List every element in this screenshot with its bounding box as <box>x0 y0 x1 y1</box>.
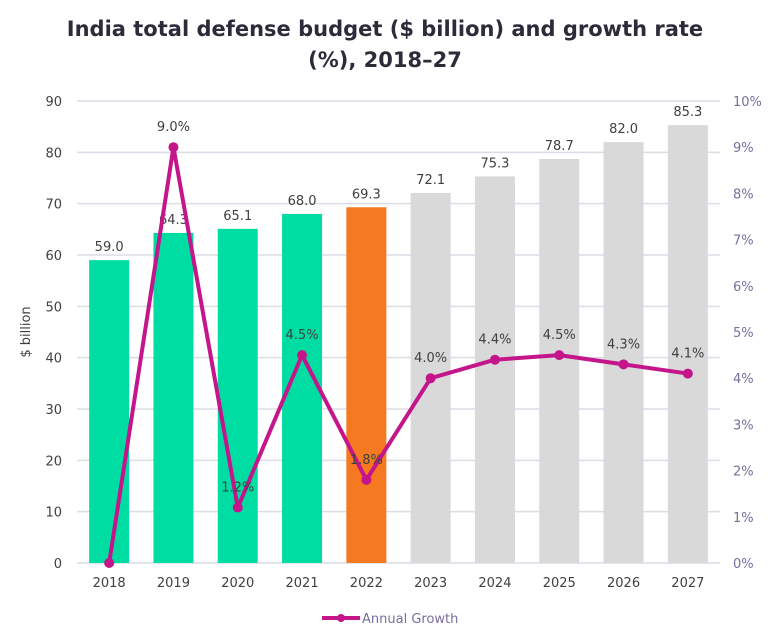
x-tick-label: 2018 <box>93 576 126 591</box>
y2-tick-label: 5% <box>733 326 754 341</box>
growth-point-2021 <box>297 350 308 361</box>
y2-tick-label: 9% <box>733 141 754 156</box>
y2-tick-label: 8% <box>733 187 754 202</box>
bar-2026 <box>603 142 644 564</box>
y-tick-label: 80 <box>45 146 62 161</box>
growth-data-label: 4.4% <box>478 333 511 348</box>
x-tick-label: 2026 <box>607 576 640 591</box>
y2-tick-label: 10% <box>733 95 762 110</box>
y-tick-label: 70 <box>45 198 62 213</box>
y-tick-label: 90 <box>45 95 62 110</box>
chart-title-line1: India total defense budget ($ billion) a… <box>66 17 704 41</box>
growth-point-2023 <box>425 373 436 384</box>
x-tick-label: 2020 <box>221 576 254 591</box>
y2-tick-label: 7% <box>733 234 754 249</box>
y2-tick-label: 0% <box>733 557 754 572</box>
bar-data-label: 69.3 <box>352 187 381 202</box>
bar-2018 <box>89 260 130 563</box>
y-tick-label: 30 <box>45 403 62 418</box>
growth-data-label: 1.8% <box>350 453 383 468</box>
y-tick-label: 20 <box>45 454 62 469</box>
growth-data-label: 9.0% <box>157 120 190 135</box>
x-tick-label: 2027 <box>671 576 704 591</box>
legend-label: Annual Growth <box>362 612 458 627</box>
growth-point-2022 <box>361 474 372 485</box>
x-tick-label: 2025 <box>543 576 576 591</box>
growth-point-2025 <box>554 350 565 361</box>
bar-2025 <box>539 159 580 564</box>
growth-point-2027 <box>682 368 693 379</box>
y2-tick-label: 3% <box>733 418 754 433</box>
growth-point-2024 <box>489 354 500 365</box>
y2-tick-label: 1% <box>733 511 754 526</box>
growth-data-label: 4.0% <box>414 351 447 366</box>
y-tick-label: 0 <box>54 557 62 572</box>
y-tick-label: 10 <box>45 506 62 521</box>
bar-data-label: 82.0 <box>609 122 638 137</box>
bar-2027 <box>667 125 708 564</box>
growth-line <box>107 145 689 564</box>
y-tick-label: 40 <box>45 352 62 367</box>
chart-title: India total defense budget ($ billion) a… <box>0 14 770 76</box>
bar-2020 <box>217 228 258 563</box>
x-tick-label: 2019 <box>157 576 190 591</box>
x-tick-label: 2024 <box>478 576 511 591</box>
legend-marker <box>337 614 345 622</box>
chart-title-line2: (%), 2018–27 <box>308 48 462 72</box>
bar-data-label: 72.1 <box>416 173 445 188</box>
y-tick-label: 60 <box>45 249 62 264</box>
y-axis-label: $ billion <box>19 306 34 357</box>
bar-data-label: 65.1 <box>223 209 252 224</box>
bar-2019 <box>153 232 194 563</box>
bar-data-label: 75.3 <box>480 156 509 171</box>
growth-point-2019 <box>168 142 179 153</box>
growth-data-label: 4.1% <box>671 347 704 362</box>
y2-tick-label: 4% <box>733 372 754 387</box>
bar-2024 <box>474 176 515 563</box>
y-tick-label: 50 <box>45 300 62 315</box>
growth-point-2020 <box>232 502 243 513</box>
bar-data-label: 68.0 <box>288 194 317 209</box>
bar-data-label: 59.0 <box>95 240 124 255</box>
bar-2022 <box>346 207 387 563</box>
bar-data-label: 64.3 <box>159 213 188 228</box>
x-tick-label: 2022 <box>350 576 383 591</box>
growth-point-2026 <box>618 359 629 370</box>
y2-tick-label: 2% <box>733 465 754 480</box>
y2-tick-label: 6% <box>733 280 754 295</box>
growth-data-label: 4.5% <box>543 328 576 343</box>
x-tick-label: 2023 <box>414 576 447 591</box>
growth-point-2018 <box>104 558 115 568</box>
growth-data-label: 4.5% <box>286 328 319 343</box>
bar-data-label: 78.7 <box>545 139 574 154</box>
x-tick-label: 2021 <box>286 576 319 591</box>
growth-data-label: 1.2% <box>221 481 254 496</box>
bar-data-label: 85.3 <box>673 105 702 120</box>
growth-data-label: 4.3% <box>607 337 640 352</box>
